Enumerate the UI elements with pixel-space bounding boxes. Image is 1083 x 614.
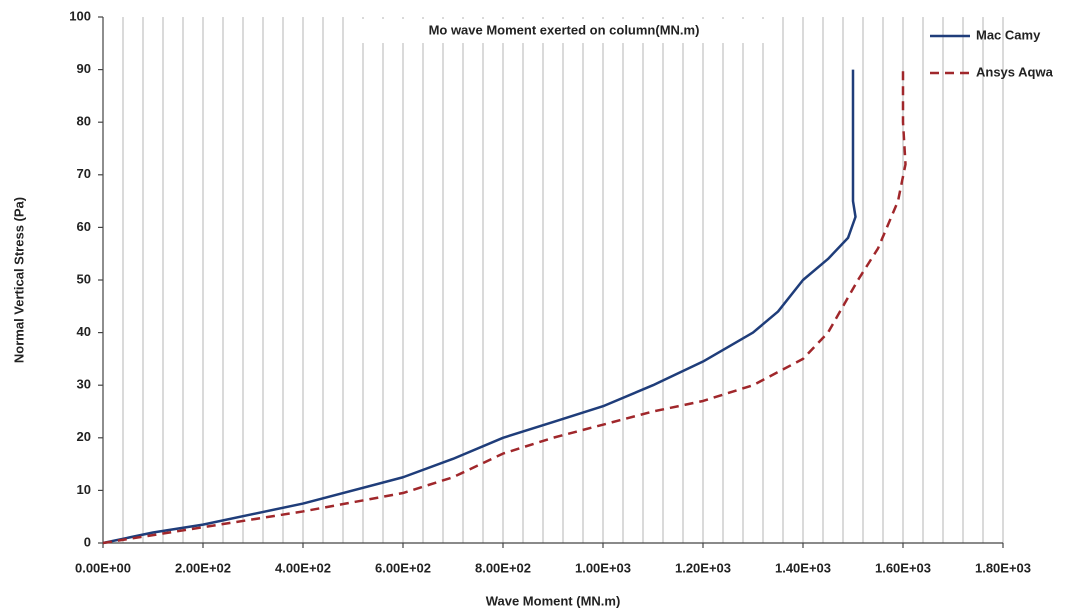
legend-label: Mac Camy [976,27,1041,42]
x-tick-label: 1.80E+03 [975,560,1031,575]
x-tick-label: 4.00E+02 [275,560,331,575]
y-tick-label: 100 [69,8,91,23]
y-tick-label: 0 [84,534,91,549]
y-tick-label: 10 [77,482,91,497]
legend-label: Ansys Aqwa [976,64,1054,79]
y-tick-label: 80 [77,114,91,129]
y-tick-label: 90 [77,61,91,76]
x-tick-label: 1.00E+03 [575,560,631,575]
x-tick-label: 1.40E+03 [775,560,831,575]
y-tick-label: 70 [77,166,91,181]
y-tick-label: 40 [77,324,91,339]
x-tick-label: 0.00E+00 [75,560,131,575]
x-tick-label: 1.20E+03 [675,560,731,575]
y-tick-label: 30 [77,377,91,392]
x-tick-label: 6.00E+02 [375,560,431,575]
title-box [358,19,770,43]
x-tick-label: 1.60E+03 [875,560,931,575]
x-tick-label: 2.00E+02 [175,560,231,575]
chart-title: Mo wave Moment exerted on column(MN.m) [429,22,700,37]
y-tick-label: 50 [77,271,91,286]
series-line [102,69,857,545]
x-tick-label: 8.00E+02 [475,560,531,575]
y-tick-label: 60 [77,219,91,234]
y-tick-label: 20 [77,429,91,444]
series-line [102,69,907,545]
x-axis-label: Wave Moment (MN.m) [486,593,621,608]
y-axis-label: Normal Vertical Stress (Pa) [11,197,26,363]
